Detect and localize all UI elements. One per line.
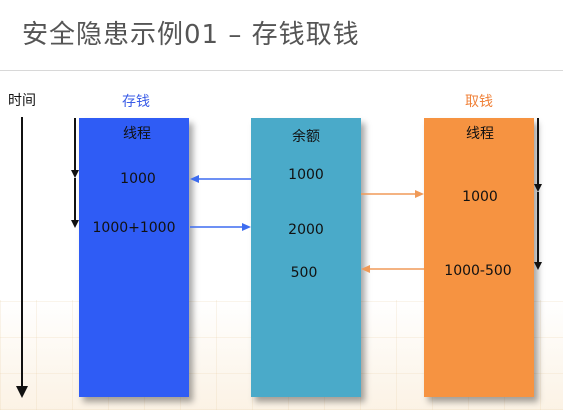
time-label: 时间	[8, 93, 36, 109]
deposit-value-1: 1000	[120, 171, 156, 187]
balance-column	[251, 118, 361, 397]
withdraw-time-arrowhead-2	[534, 262, 542, 270]
balance-value-2: 2000	[288, 222, 324, 238]
deposit-value-2: 1000+1000	[92, 220, 176, 236]
read-balance-arrowhead	[190, 175, 199, 183]
read-balance-orange-arrowhead	[415, 190, 424, 198]
write-deposit-arrowhead	[242, 223, 251, 231]
slide-title: 安全隐患示例01 – 存钱取钱	[22, 20, 360, 50]
deposit-time-arrowhead-2	[71, 220, 79, 228]
write-withdraw-arrowhead	[361, 265, 370, 273]
time-axis-arrowhead	[16, 386, 28, 398]
withdraw-time-arrowhead-1	[534, 184, 542, 192]
withdraw-value-1: 1000	[462, 189, 498, 205]
balance-header: 余额	[292, 129, 320, 145]
title-divider	[0, 70, 563, 71]
balance-value-3: 500	[290, 265, 318, 281]
deposit-thread-header: 线程	[123, 126, 151, 142]
deposit-label: 存钱	[122, 94, 150, 110]
deposit-thread-column	[79, 118, 189, 397]
withdraw-thread-header: 线程	[466, 126, 494, 142]
deposit-time-arrowhead-1	[71, 170, 79, 178]
balance-value-1: 1000	[288, 167, 324, 183]
withdraw-value-2: 1000-500	[444, 263, 512, 279]
withdraw-thread-column	[424, 118, 534, 397]
withdraw-label: 取钱	[465, 94, 493, 110]
